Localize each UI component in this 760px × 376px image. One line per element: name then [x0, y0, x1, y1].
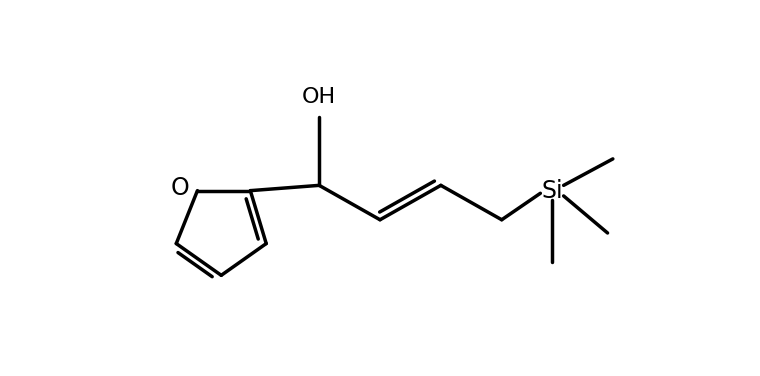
Text: OH: OH	[302, 87, 336, 107]
Text: Si: Si	[541, 179, 563, 203]
Text: O: O	[171, 176, 190, 200]
